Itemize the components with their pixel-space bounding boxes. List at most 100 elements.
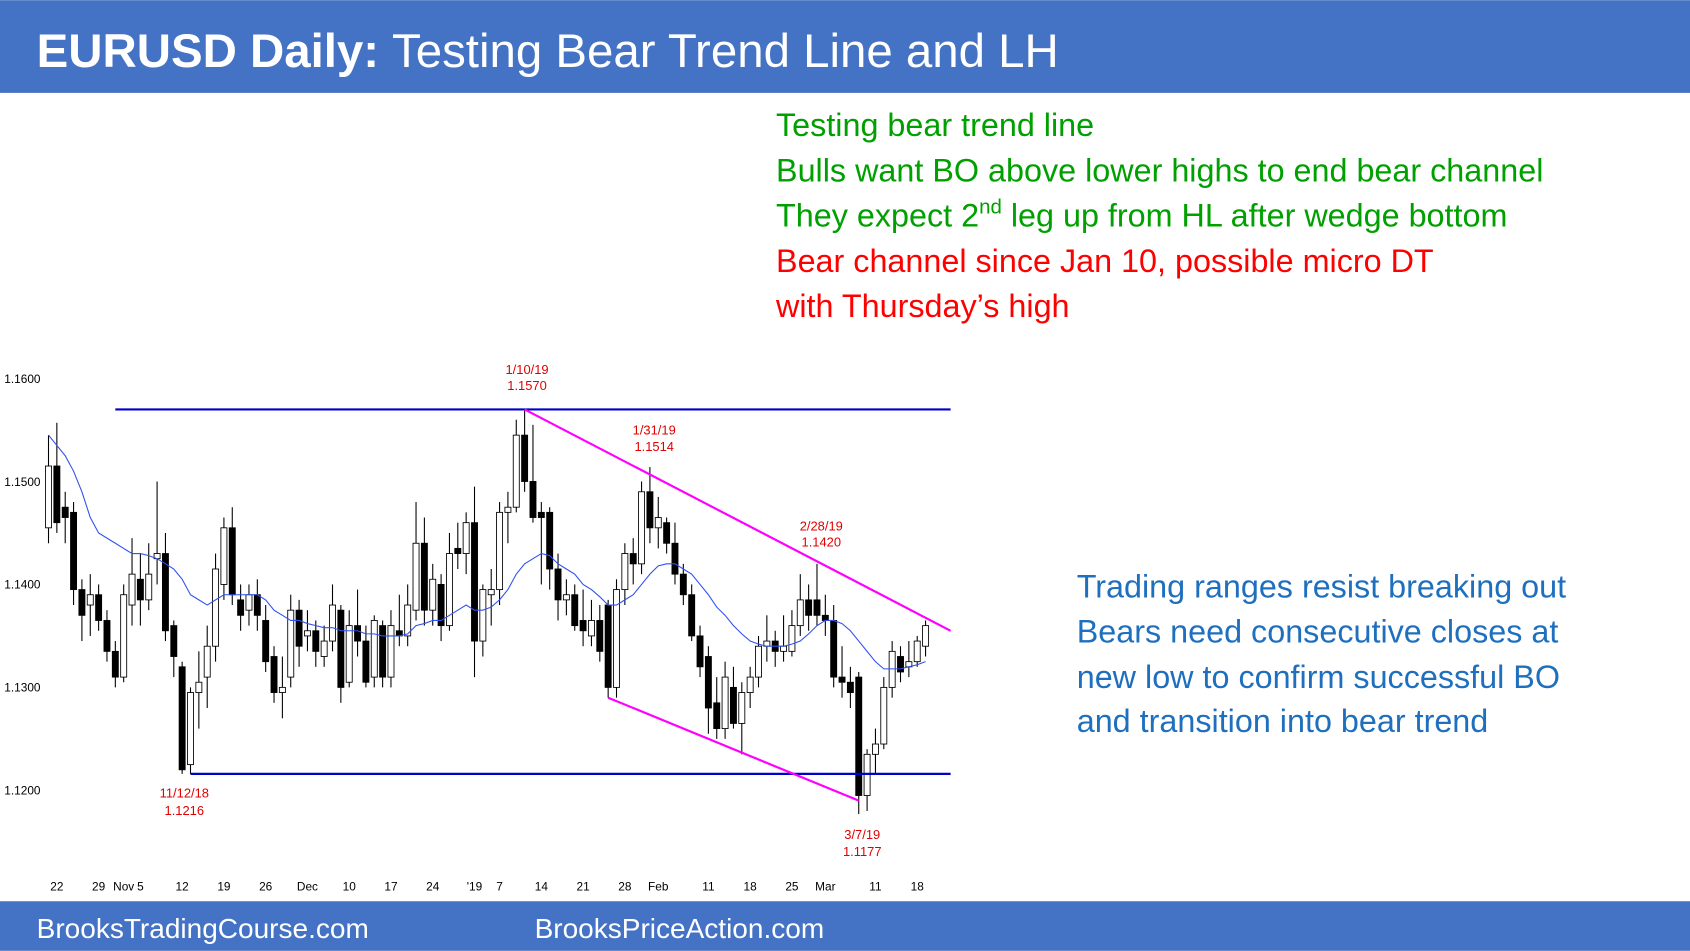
candle-body <box>796 599 804 627</box>
candle-body <box>45 465 52 529</box>
candle-body <box>103 620 111 652</box>
y-tick-label: 1.1600 <box>4 372 41 386</box>
x-tick-label: 14 <box>535 879 549 893</box>
candle-body <box>111 650 119 678</box>
chart: 1.1200 1.1300 1.1400 1.1500 1.1600 22 29 Nov 5 12… <box>4 362 952 893</box>
x-tick-label: 7 <box>496 879 503 893</box>
candle-body <box>228 527 236 596</box>
candle-body <box>621 553 629 591</box>
candle-body <box>529 481 537 518</box>
x-tick-label: 29 <box>92 879 106 893</box>
title-rest: Testing Bear Trend Line and LH <box>392 25 1059 78</box>
annotation-price: 1.1177 <box>843 844 882 859</box>
y-tick-label: 1.1300 <box>4 681 41 695</box>
annotation-date: 1/31/19 <box>633 423 676 438</box>
annotation-date: 11/12/18 <box>160 786 209 801</box>
candle-body <box>479 589 487 642</box>
candle-body <box>61 506 69 518</box>
candle-body <box>571 594 579 627</box>
candle-body <box>871 743 879 755</box>
y-tick-label: 1.1400 <box>4 578 41 592</box>
candle-body <box>830 620 838 678</box>
candle-body <box>562 594 570 601</box>
note: Testing bear trend line <box>776 107 1094 143</box>
x-tick-label: 12 <box>176 879 189 893</box>
x-tick-label: 24 <box>426 879 440 893</box>
candle-body <box>579 620 587 632</box>
x-tick-label: 5 <box>137 879 144 893</box>
candle-body <box>880 686 888 745</box>
candle-body <box>755 645 762 678</box>
candle-body <box>679 573 687 596</box>
note: Bear channel since Jan 10, possible micr… <box>776 243 1434 279</box>
candle-body <box>329 604 336 642</box>
candle-body <box>821 614 829 621</box>
footer-right: BrooksPriceAction.com <box>535 913 825 944</box>
candle-body <box>738 692 746 724</box>
x-tick-label: Feb <box>648 879 669 893</box>
candle-body <box>604 604 612 688</box>
candle-body <box>897 656 904 673</box>
x-tick-label: 11 <box>702 879 715 893</box>
note-sup: nd <box>979 196 1002 219</box>
candle-body <box>312 630 320 652</box>
candle-body <box>496 511 504 591</box>
candle-body <box>253 594 261 616</box>
candle-body <box>136 578 144 601</box>
candle-body <box>704 656 712 709</box>
candle-body <box>855 676 863 796</box>
candle-body <box>245 594 253 611</box>
candle-body <box>237 599 245 616</box>
note-part: leg up from HL after wedge bottom <box>1002 198 1508 234</box>
x-tick-label: 19 <box>217 879 231 893</box>
moving-average <box>48 434 926 670</box>
candle-body <box>846 681 854 693</box>
candle-body <box>270 656 278 693</box>
red-notes: Bear channel since Jan 10, possible micr… <box>775 243 1434 324</box>
green-notes: Testing bear trend line Bulls want BO ab… <box>776 107 1543 234</box>
x-tick-label: Nov <box>113 879 134 893</box>
annotation-price: 1.1570 <box>507 378 547 393</box>
note: Bulls want BO above lower highs to end b… <box>776 152 1543 188</box>
candle-body <box>654 517 662 529</box>
candle-body <box>362 640 370 683</box>
x-tick-label: '19 <box>467 879 483 893</box>
candle-body <box>838 676 846 683</box>
candle-body <box>613 589 620 688</box>
candle-body <box>161 553 169 632</box>
candle-body <box>721 676 729 730</box>
candle-body <box>546 511 554 570</box>
candle-body <box>437 584 445 627</box>
trend-line <box>524 408 952 632</box>
candle-body <box>445 553 453 627</box>
candle-body <box>412 542 420 611</box>
candle-body <box>487 589 495 596</box>
note: Bears need consecutive closes at <box>1077 614 1559 650</box>
slide-title: EURUSD Daily: Testing Bear Trend Line and… <box>37 25 1059 78</box>
candle-body <box>554 568 562 601</box>
candle-body <box>345 625 353 683</box>
x-tick-label: 28 <box>618 879 632 893</box>
x-tick-label: 18 <box>744 879 758 893</box>
footer-left: BrooksTradingCourse.com <box>37 913 369 944</box>
candle-body <box>278 686 286 693</box>
candle-body <box>638 491 646 565</box>
candle-body <box>370 620 378 678</box>
candle-body <box>671 542 679 575</box>
candle-body <box>629 553 637 565</box>
annotation-date: 2/28/19 <box>800 518 843 533</box>
trend-line <box>607 696 860 802</box>
annotation-price: 1.1216 <box>165 803 205 818</box>
header-band <box>0 0 1690 93</box>
candle-body <box>212 568 220 647</box>
candle-body <box>354 625 362 642</box>
candle-body <box>696 635 704 668</box>
x-tick-label: 21 <box>576 879 590 893</box>
candle-body <box>471 522 478 642</box>
candle-body <box>95 594 103 621</box>
candle-body <box>537 511 545 518</box>
candle-body <box>220 527 228 585</box>
candle-body <box>287 609 295 678</box>
